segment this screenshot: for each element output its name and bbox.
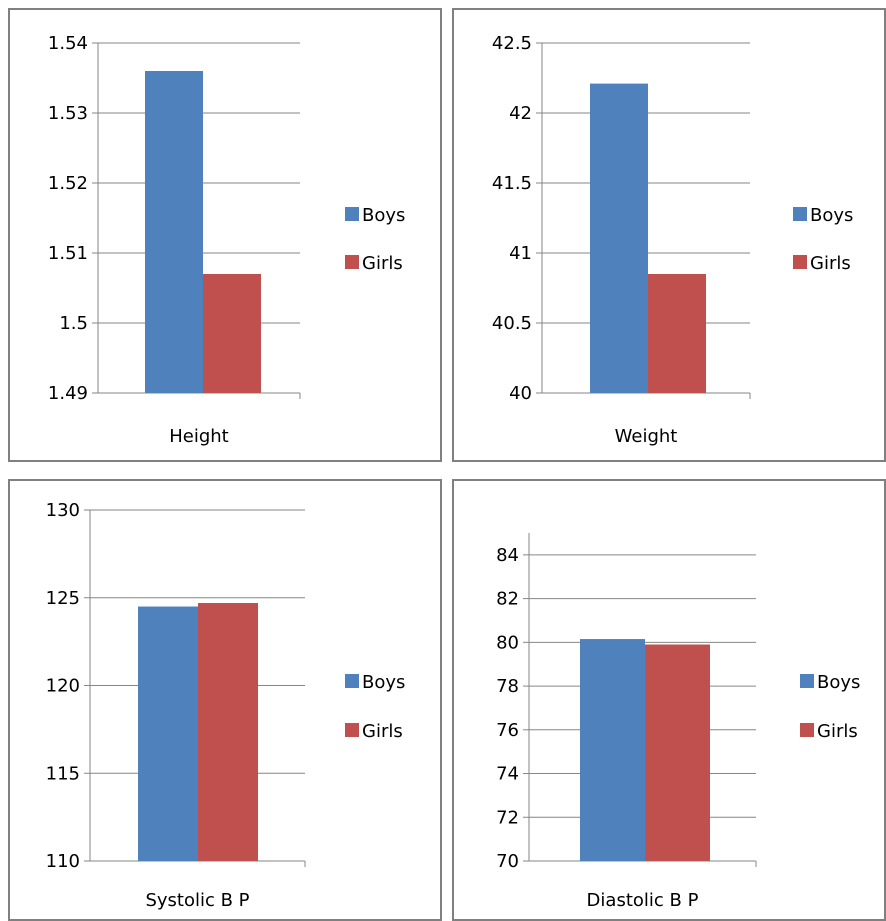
- diastolic-bp-legend-swatch-boys: [800, 674, 814, 688]
- weight-chart-panel: 40 40.5 41 41.5 42 42.5 Weight Boys Girls: [452, 8, 886, 462]
- diastolic-bp-y-tick-label: 72: [496, 807, 519, 828]
- systolic-bp-category-label: Systolic B P: [145, 890, 249, 911]
- height-legend-swatch-girls: [345, 255, 359, 269]
- weight-legend-label-girls: Girls: [810, 253, 851, 274]
- diastolic-bp-chart-svg: 70 72 74 76 78 80 82 84 Diastolic B P Boys Girls: [496, 533, 860, 911]
- height-y-tick-label: 1.51: [48, 243, 88, 264]
- systolic-bp-y-tick-label: 130: [46, 500, 80, 521]
- diastolic-bp-legend-swatch-girls: [800, 723, 814, 737]
- weight-y-tick-label: 40: [509, 383, 532, 404]
- weight-y-tick-label: 42: [509, 103, 532, 124]
- systolic-bp-chart-svg: 110 115 120 125 130 Systolic B P Boys Girls: [46, 500, 406, 911]
- diastolic-bp-bar-boys: [580, 639, 645, 861]
- diastolic-bp-legend-label-boys: Boys: [817, 672, 860, 693]
- weight-legend-swatch-boys: [793, 207, 807, 221]
- diastolic-bp-chart-panel: 70 72 74 76 78 80 82 84 Diastolic B P Boys Girls: [452, 479, 886, 921]
- height-chart-panel: 1.49 1.5 1.51 1.52 1.53 1.54 Height Boys Girls: [8, 8, 442, 462]
- systolic-bp-bar-boys: [138, 606, 198, 861]
- systolic-bp-bar-girls: [198, 603, 258, 861]
- systolic-bp-y-tick-label: 110: [46, 851, 80, 872]
- systolic-bp-chart-panel: 110 115 120 125 130 Systolic B P Boys Girls: [8, 479, 442, 921]
- height-legend-label-boys: Boys: [362, 205, 405, 226]
- systolic-bp-legend-swatch-girls: [345, 723, 359, 737]
- height-category-label: Height: [169, 426, 229, 447]
- diastolic-bp-y-tick-label: 78: [496, 676, 519, 697]
- weight-y-tick-label: 42.5: [492, 33, 532, 54]
- systolic-bp-legend-label-girls: Girls: [362, 721, 403, 742]
- weight-legend-label-boys: Boys: [810, 205, 853, 226]
- weight-bar-boys: [590, 83, 648, 393]
- diastolic-bp-y-tick-label: 76: [496, 720, 519, 741]
- systolic-bp-y-tick-label: 120: [46, 676, 80, 697]
- height-y-tick-label: 1.52: [48, 173, 88, 194]
- height-bar-boys: [145, 71, 203, 393]
- height-y-tick-label: 1.49: [48, 383, 88, 404]
- diastolic-bp-legend-label-girls: Girls: [817, 721, 858, 742]
- weight-y-tick-label: 40.5: [492, 313, 532, 334]
- systolic-bp-y-tick-label: 115: [46, 763, 80, 784]
- height-chart-svg: 1.49 1.5 1.51 1.52 1.53 1.54 Height Boys Girls: [48, 33, 405, 447]
- height-legend-label-girls: Girls: [362, 253, 403, 274]
- weight-legend-swatch-girls: [793, 255, 807, 269]
- systolic-bp-y-tick-label: 125: [46, 588, 80, 609]
- height-y-tick-label: 1.5: [59, 313, 88, 334]
- weight-category-label: Weight: [615, 426, 678, 447]
- systolic-bp-legend-label-boys: Boys: [362, 672, 405, 693]
- diastolic-bp-y-tick-label: 84: [496, 545, 519, 566]
- weight-bar-girls: [648, 274, 706, 393]
- diastolic-bp-category-label: Diastolic B P: [587, 890, 699, 911]
- systolic-bp-legend-swatch-boys: [345, 674, 359, 688]
- weight-chart-svg: 40 40.5 41 41.5 42 42.5 Weight Boys Girls: [492, 33, 853, 447]
- diastolic-bp-y-tick-label: 70: [496, 851, 519, 872]
- diastolic-bp-y-tick-label: 80: [496, 632, 519, 653]
- weight-y-tick-label: 41: [509, 243, 532, 264]
- diastolic-bp-y-tick-label: 82: [496, 589, 519, 610]
- height-legend-swatch-boys: [345, 207, 359, 221]
- diastolic-bp-bar-girls: [645, 644, 710, 861]
- height-y-tick-label: 1.54: [48, 33, 88, 54]
- diastolic-bp-y-tick-label: 74: [496, 764, 519, 785]
- height-y-tick-label: 1.53: [48, 103, 88, 124]
- weight-y-tick-label: 41.5: [492, 173, 532, 194]
- height-bar-girls: [203, 274, 261, 393]
